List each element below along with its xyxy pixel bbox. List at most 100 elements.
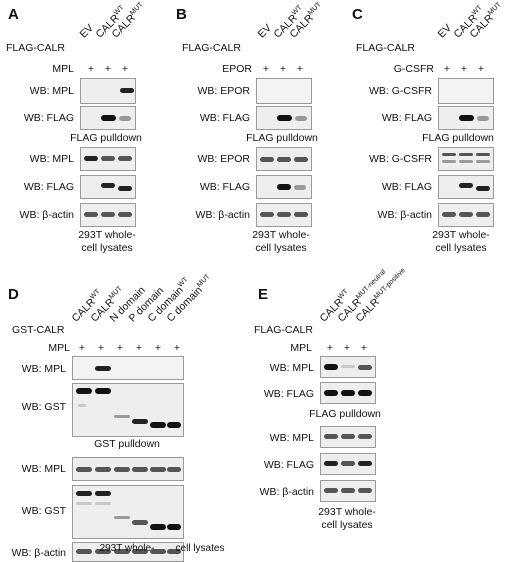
blot-band	[459, 153, 473, 156]
plus-sign: +	[279, 63, 287, 75]
plus-sign: +	[78, 342, 86, 354]
plus-sign: +	[460, 63, 468, 75]
lysate-label: cell lysates	[321, 519, 373, 531]
blot-image	[72, 457, 184, 481]
panel-b: B EV CALRWT CALRMUT FLAG-CALR EPOR + + +…	[172, 0, 346, 270]
blot-image	[256, 78, 312, 104]
blot-band	[167, 422, 181, 428]
panel-letter: E	[258, 286, 269, 303]
lysate-label: 293T whole-	[78, 229, 136, 241]
lysate-label: cell lysates	[255, 242, 307, 254]
receptor-label: G-CSFR	[393, 63, 434, 75]
lysate-label: 293T whole-	[432, 229, 490, 241]
blot-label: WB: FLAG	[381, 112, 432, 124]
blot-label: WB: MPL	[269, 362, 314, 374]
blot-image	[438, 78, 494, 104]
blot-band	[324, 390, 338, 396]
blot-band	[341, 488, 355, 493]
blot-label: WB: FLAG	[263, 459, 314, 471]
blot-image	[438, 106, 494, 130]
receptor-label: MPL	[52, 63, 74, 75]
blot-band	[341, 461, 355, 466]
blot-band	[120, 88, 134, 93]
blot-band	[167, 549, 181, 554]
blot-band	[277, 184, 291, 190]
pulldown-label: FLAG pulldown	[70, 132, 142, 144]
blot-band	[341, 365, 355, 368]
blot-band	[167, 467, 181, 472]
construct-label: FLAG-CALR	[254, 324, 313, 336]
blot-band	[324, 434, 338, 439]
construct-label: FLAG-CALR	[182, 42, 241, 54]
blot-image	[256, 203, 312, 227]
blot-image	[80, 147, 136, 171]
blot-band	[132, 467, 148, 472]
panel-c: C EV CALRWT CALRMUT FLAG-CALR G-CSFR + +…	[348, 0, 520, 270]
blot-label: WB: MPL	[21, 363, 66, 375]
blot-label: WB: EPOR	[197, 153, 250, 165]
blot-band	[132, 419, 148, 424]
blot-band	[118, 156, 132, 161]
lysate-label: 293T whole-	[252, 229, 310, 241]
blot-label: WB: β-actin	[195, 209, 250, 221]
blot-label: WB: FLAG	[199, 181, 250, 193]
pulldown-label: GST pulldown	[94, 438, 160, 450]
blot-band	[76, 467, 92, 472]
blot-label: WB: FLAG	[381, 181, 432, 193]
blot-image	[256, 175, 312, 199]
blot-band	[442, 160, 456, 163]
blot-image	[256, 106, 312, 130]
blot-band	[95, 549, 111, 554]
plus-sign: +	[173, 342, 181, 354]
blot-image	[256, 147, 312, 171]
blot-image	[80, 175, 136, 199]
pulldown-label: FLAG pulldown	[422, 132, 494, 144]
panel-a: A EV CALRWT CALRMUT FLAG-CALR MPL + + + …	[0, 0, 170, 270]
blot-band	[324, 488, 338, 493]
blot-label: WB: β-actin	[259, 486, 314, 498]
blot-image	[438, 175, 494, 199]
blot-band	[101, 156, 115, 161]
blot-band	[95, 467, 111, 472]
plus-sign: +	[121, 63, 129, 75]
blot-band	[95, 502, 111, 505]
plus-sign: +	[104, 63, 112, 75]
blot-band	[119, 116, 131, 121]
blot-band	[442, 212, 456, 217]
construct-label: GST-CALR	[12, 324, 65, 336]
blot-label: WB: β-actin	[19, 209, 74, 221]
plus-sign: +	[326, 342, 334, 354]
blot-band	[294, 157, 308, 162]
plus-sign: +	[262, 63, 270, 75]
blot-band	[341, 434, 355, 439]
blot-band	[277, 115, 292, 121]
plus-sign: +	[87, 63, 95, 75]
blot-band	[341, 390, 355, 396]
blot-band	[459, 212, 473, 217]
blot-band	[260, 157, 274, 162]
blot-label: WB: G-CSFR	[369, 85, 432, 97]
plus-sign: +	[135, 342, 143, 354]
lysate-label: cell lysates	[81, 242, 133, 254]
plus-sign: +	[443, 63, 451, 75]
blot-band	[150, 467, 166, 472]
blot-band	[114, 467, 130, 472]
blot-label: WB: GST	[21, 505, 66, 517]
plus-sign: +	[116, 342, 124, 354]
plus-sign: +	[343, 342, 351, 354]
blot-band	[294, 212, 308, 217]
panel-letter: C	[352, 6, 363, 23]
lysate-label: cell lysates	[175, 543, 225, 554]
receptor-label: MPL	[48, 342, 70, 354]
lysate-label: cell lysates	[435, 242, 487, 254]
blot-band	[150, 549, 166, 554]
panel-d: D CALRWT CALRMUT N domain P domain C dom…	[0, 273, 250, 562]
blot-image	[72, 383, 184, 437]
blot-band	[150, 422, 166, 428]
blot-band	[358, 365, 372, 370]
blot-band	[295, 116, 307, 121]
blot-image	[320, 453, 376, 475]
blot-band	[132, 549, 148, 554]
blot-band	[118, 186, 132, 191]
receptor-label: EPOR	[222, 63, 252, 75]
